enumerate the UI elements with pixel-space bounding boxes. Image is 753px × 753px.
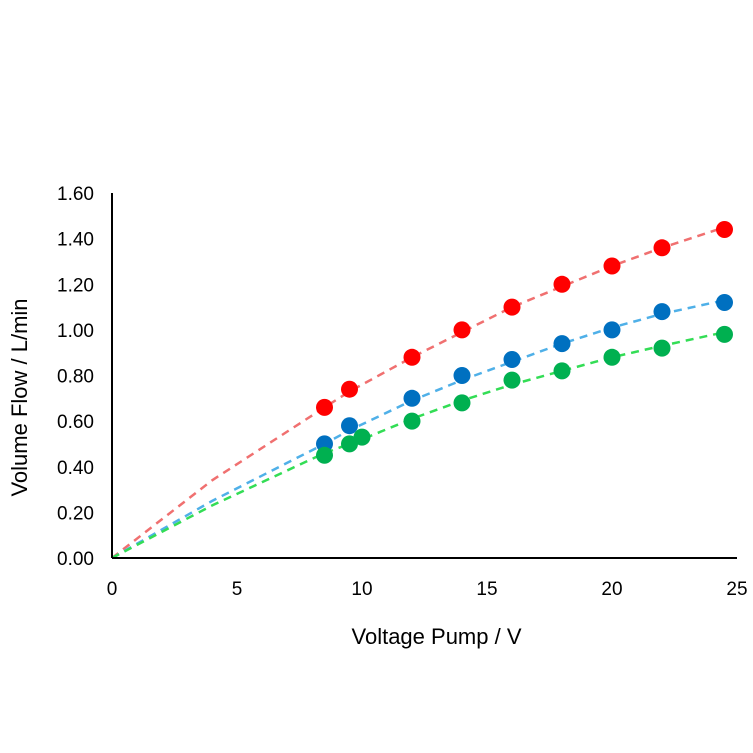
x-tick-label: 10 <box>351 579 372 600</box>
green-data-point <box>453 394 471 412</box>
blue-data-point <box>603 321 621 339</box>
y-tick-label: 0.80 <box>57 367 94 388</box>
blue-data-point <box>503 351 521 368</box>
green-data-point <box>716 325 733 343</box>
x-tick-label: 5 <box>232 579 243 600</box>
blue-data-point <box>553 335 571 353</box>
green-data-point <box>403 412 421 430</box>
red-data-point <box>553 275 571 293</box>
blue-trendline <box>111 298 725 560</box>
blue-data-point <box>403 389 421 407</box>
y-tick-label: 0.00 <box>57 549 94 570</box>
y-tick-label: 0.40 <box>57 458 94 479</box>
x-tick-label: 15 <box>476 579 497 600</box>
red-data-point <box>403 348 421 366</box>
green-data-point <box>553 362 571 380</box>
green-data-point <box>353 428 371 446</box>
green-data-point <box>341 435 358 453</box>
y-tick-label: 0.60 <box>57 412 94 433</box>
red-data-point <box>316 398 333 416</box>
y-tick-label: 1.40 <box>57 230 94 251</box>
x-tick-label: 0 <box>107 579 118 600</box>
y-tick-label: 1.20 <box>57 275 94 296</box>
data-points <box>316 221 733 464</box>
y-tick-label: 0.20 <box>57 503 94 524</box>
y-axis-title: Volume Flow / L/min <box>7 298 32 496</box>
x-tick-label: 20 <box>601 579 622 600</box>
x-tick-label: 25 <box>726 579 747 600</box>
blue-data-point <box>453 367 471 384</box>
green-data-point <box>653 339 671 357</box>
red-data-point <box>603 257 621 275</box>
y-tick-label: 1.00 <box>57 321 94 342</box>
red-data-point <box>341 380 358 398</box>
red-data-point <box>653 239 671 257</box>
y-tick-label: 1.60 <box>57 184 94 205</box>
red-data-point <box>716 221 733 238</box>
blue-data-point <box>716 294 733 311</box>
green-data-point <box>316 446 333 464</box>
axes <box>111 193 737 559</box>
blue-data-point <box>653 303 671 321</box>
red-data-point <box>503 298 521 316</box>
green-data-point <box>603 348 621 366</box>
green-data-point <box>503 371 521 389</box>
red-trendline <box>111 226 725 559</box>
red-data-point <box>453 321 471 339</box>
blue-data-point <box>341 417 358 435</box>
x-axis-title: Voltage Pump / V <box>352 624 522 649</box>
tick-labels: 0.00 0.20 0.40 0.60 0.80 1.00 1.20 1.40 1.60 0 5 10… <box>57 184 748 600</box>
green-trendline <box>111 330 725 560</box>
